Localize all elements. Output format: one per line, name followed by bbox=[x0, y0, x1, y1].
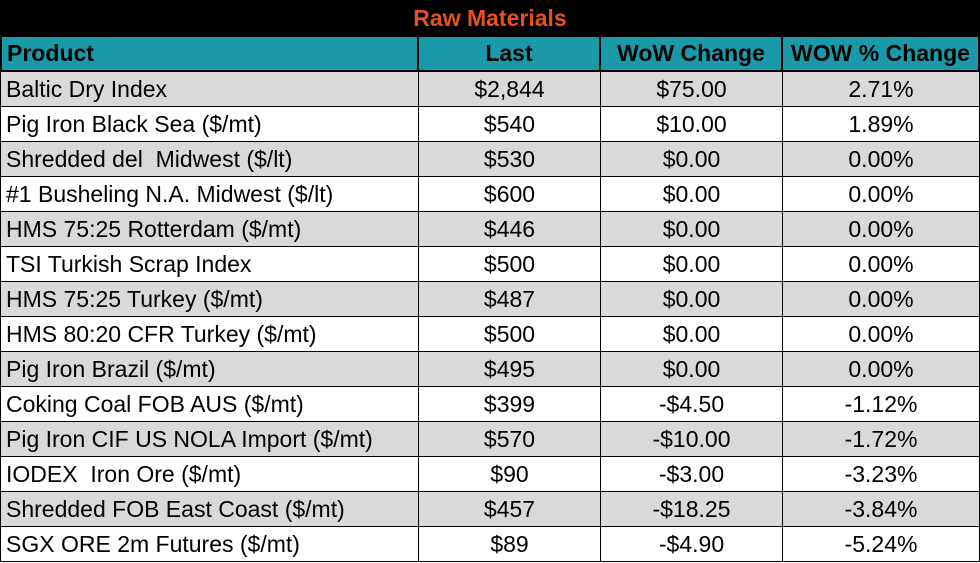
table-header-row: Product Last WoW Change WOW % Change bbox=[0, 37, 980, 72]
table-row: TSI Turkish Scrap Index $500 $0.00 0.00% bbox=[0, 247, 980, 282]
cell-wow-pct: 0.00% bbox=[783, 142, 980, 177]
cell-product: HMS 75:25 Turkey ($/mt) bbox=[0, 282, 419, 317]
cell-last: $530 bbox=[419, 142, 601, 177]
cell-product: Pig Iron Black Sea ($/mt) bbox=[0, 107, 419, 142]
cell-product: HMS 80:20 CFR Turkey ($/mt) bbox=[0, 317, 419, 352]
cell-last: $399 bbox=[419, 387, 601, 422]
cell-product: Pig Iron CIF US NOLA Import ($/mt) bbox=[0, 422, 419, 457]
cell-last: $500 bbox=[419, 317, 601, 352]
cell-wow-change: -$4.90 bbox=[601, 527, 783, 562]
cell-last: $90 bbox=[419, 457, 601, 492]
cell-product: TSI Turkish Scrap Index bbox=[0, 247, 419, 282]
table-row: HMS 75:25 Rotterdam ($/mt) $446 $0.00 0.… bbox=[0, 212, 980, 247]
column-header-wow-pct-change: WOW % Change bbox=[783, 37, 980, 72]
cell-wow-pct: -3.23% bbox=[783, 457, 980, 492]
cell-wow-change: $0.00 bbox=[601, 177, 783, 212]
table-row: Pig Iron Black Sea ($/mt) $540 $10.00 1.… bbox=[0, 107, 980, 142]
cell-wow-pct: 1.89% bbox=[783, 107, 980, 142]
cell-product: Shredded del Midwest ($/lt) bbox=[0, 142, 419, 177]
column-header-last: Last bbox=[419, 37, 601, 72]
cell-product: #1 Busheling N.A. Midwest ($/lt) bbox=[0, 177, 419, 212]
table-row: #1 Busheling N.A. Midwest ($/lt) $600 $0… bbox=[0, 177, 980, 212]
table-row: HMS 75:25 Turkey ($/mt) $487 $0.00 0.00% bbox=[0, 282, 980, 317]
table-row: Shredded FOB East Coast ($/mt) $457 -$18… bbox=[0, 492, 980, 527]
cell-wow-pct: -1.72% bbox=[783, 422, 980, 457]
cell-wow-pct: -5.24% bbox=[783, 527, 980, 562]
cell-last: $540 bbox=[419, 107, 601, 142]
table-row: Pig Iron Brazil ($/mt) $495 $0.00 0.00% bbox=[0, 352, 980, 387]
cell-product: HMS 75:25 Rotterdam ($/mt) bbox=[0, 212, 419, 247]
cell-wow-change: $0.00 bbox=[601, 317, 783, 352]
table-row: Shredded del Midwest ($/lt) $530 $0.00 0… bbox=[0, 142, 980, 177]
cell-last: $570 bbox=[419, 422, 601, 457]
cell-wow-change: -$3.00 bbox=[601, 457, 783, 492]
cell-wow-pct: 0.00% bbox=[783, 177, 980, 212]
table-row: IODEX Iron Ore ($/mt) $90 -$3.00 -3.23% bbox=[0, 457, 980, 492]
table-row: Baltic Dry Index $2,844 $75.00 2.71% bbox=[0, 72, 980, 107]
cell-last: $487 bbox=[419, 282, 601, 317]
cell-wow-change: -$18.25 bbox=[601, 492, 783, 527]
column-header-wow-change: WoW Change bbox=[601, 37, 783, 72]
cell-wow-pct: 0.00% bbox=[783, 282, 980, 317]
cell-last: $446 bbox=[419, 212, 601, 247]
cell-wow-change: $0.00 bbox=[601, 352, 783, 387]
table-row: Pig Iron CIF US NOLA Import ($/mt) $570 … bbox=[0, 422, 980, 457]
cell-product: Shredded FOB East Coast ($/mt) bbox=[0, 492, 419, 527]
cell-wow-change: $10.00 bbox=[601, 107, 783, 142]
cell-wow-pct: -1.12% bbox=[783, 387, 980, 422]
cell-last: $500 bbox=[419, 247, 601, 282]
cell-last: $495 bbox=[419, 352, 601, 387]
cell-wow-change: -$4.50 bbox=[601, 387, 783, 422]
table-row: HMS 80:20 CFR Turkey ($/mt) $500 $0.00 0… bbox=[0, 317, 980, 352]
cell-wow-change: $0.00 bbox=[601, 142, 783, 177]
table-title: Raw Materials bbox=[0, 0, 980, 37]
cell-last: $457 bbox=[419, 492, 601, 527]
cell-wow-pct: 0.00% bbox=[783, 317, 980, 352]
cell-wow-pct: 0.00% bbox=[783, 352, 980, 387]
cell-wow-pct: 2.71% bbox=[783, 72, 980, 107]
cell-product: IODEX Iron Ore ($/mt) bbox=[0, 457, 419, 492]
cell-product: SGX ORE 2m Futures ($/mt) bbox=[0, 527, 419, 562]
cell-product: Coking Coal FOB AUS ($/mt) bbox=[0, 387, 419, 422]
cell-product: Pig Iron Brazil ($/mt) bbox=[0, 352, 419, 387]
table-row: SGX ORE 2m Futures ($/mt) $89 -$4.90 -5.… bbox=[0, 527, 980, 562]
cell-wow-change: $0.00 bbox=[601, 247, 783, 282]
cell-wow-pct: 0.00% bbox=[783, 247, 980, 282]
cell-wow-change: $0.00 bbox=[601, 212, 783, 247]
cell-last: $2,844 bbox=[419, 72, 601, 107]
cell-wow-pct: -3.84% bbox=[783, 492, 980, 527]
cell-last: $89 bbox=[419, 527, 601, 562]
cell-wow-change: $0.00 bbox=[601, 282, 783, 317]
column-header-product: Product bbox=[0, 37, 419, 72]
cell-product: Baltic Dry Index bbox=[0, 72, 419, 107]
cell-last: $600 bbox=[419, 177, 601, 212]
cell-wow-change: $75.00 bbox=[601, 72, 783, 107]
cell-wow-change: -$10.00 bbox=[601, 422, 783, 457]
cell-wow-pct: 0.00% bbox=[783, 212, 980, 247]
table-row: Coking Coal FOB AUS ($/mt) $399 -$4.50 -… bbox=[0, 387, 980, 422]
